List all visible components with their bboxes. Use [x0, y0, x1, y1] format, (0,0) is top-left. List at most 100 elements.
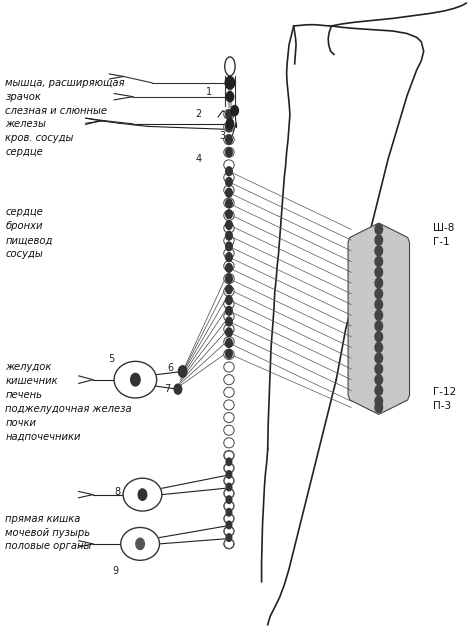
Circle shape	[226, 296, 232, 304]
Ellipse shape	[225, 57, 235, 76]
Circle shape	[226, 508, 232, 516]
Ellipse shape	[224, 223, 234, 233]
Text: кишечник: кишечник	[5, 376, 58, 386]
Text: надпочечники: надпочечники	[5, 432, 81, 441]
Ellipse shape	[224, 147, 234, 158]
Ellipse shape	[224, 235, 234, 246]
Text: сердце: сердце	[5, 147, 43, 157]
Circle shape	[226, 220, 232, 229]
Circle shape	[174, 384, 182, 394]
Ellipse shape	[123, 478, 162, 511]
Ellipse shape	[224, 273, 234, 284]
Circle shape	[231, 106, 238, 116]
Text: мочевой пузырь: мочевой пузырь	[5, 527, 91, 537]
Ellipse shape	[121, 527, 159, 560]
Circle shape	[375, 246, 383, 256]
Ellipse shape	[224, 210, 234, 220]
Text: 7: 7	[164, 384, 170, 394]
Circle shape	[375, 342, 383, 353]
Ellipse shape	[224, 413, 234, 423]
Text: 8: 8	[115, 487, 121, 497]
Text: половые органы: половые органы	[5, 541, 92, 551]
Circle shape	[226, 135, 232, 144]
Circle shape	[375, 375, 383, 385]
Circle shape	[226, 210, 232, 218]
Circle shape	[226, 349, 232, 358]
Text: Г-12: Г-12	[433, 387, 456, 398]
Circle shape	[226, 167, 232, 175]
Circle shape	[226, 306, 232, 315]
Circle shape	[226, 339, 232, 348]
Text: прямая кишка: прямая кишка	[5, 513, 81, 523]
Circle shape	[226, 177, 232, 186]
Circle shape	[375, 289, 383, 299]
Circle shape	[226, 148, 232, 157]
Circle shape	[226, 458, 232, 465]
Text: 5: 5	[109, 354, 115, 365]
Circle shape	[375, 256, 383, 266]
Ellipse shape	[224, 299, 234, 309]
Text: мышца, расширяющая: мышца, расширяющая	[5, 78, 125, 88]
Text: П-3: П-3	[433, 401, 451, 411]
Text: 6: 6	[168, 363, 174, 373]
Circle shape	[375, 299, 383, 310]
Circle shape	[375, 235, 383, 245]
Text: 9: 9	[112, 566, 118, 576]
Circle shape	[226, 496, 232, 503]
Ellipse shape	[224, 513, 234, 523]
Text: 3: 3	[219, 132, 225, 142]
Circle shape	[178, 366, 187, 377]
Circle shape	[226, 274, 232, 283]
Ellipse shape	[224, 387, 234, 398]
Text: поджелудочная железа: поджелудочная железа	[5, 404, 132, 414]
Circle shape	[226, 242, 232, 251]
Text: зрачок: зрачок	[5, 92, 41, 102]
Circle shape	[131, 373, 140, 386]
Ellipse shape	[224, 135, 234, 145]
Text: желудок: желудок	[5, 362, 52, 372]
Circle shape	[226, 92, 234, 102]
Text: почки: почки	[5, 418, 36, 428]
Ellipse shape	[224, 438, 234, 448]
Circle shape	[226, 231, 232, 240]
Polygon shape	[348, 223, 410, 415]
Circle shape	[226, 521, 232, 529]
Ellipse shape	[114, 361, 156, 398]
Ellipse shape	[224, 160, 234, 170]
Circle shape	[375, 353, 383, 363]
Circle shape	[375, 310, 383, 320]
Text: 1: 1	[206, 87, 212, 97]
Circle shape	[375, 332, 383, 342]
Ellipse shape	[224, 539, 234, 548]
Circle shape	[375, 364, 383, 374]
Ellipse shape	[224, 185, 234, 195]
Ellipse shape	[224, 324, 234, 334]
Circle shape	[226, 328, 232, 337]
Circle shape	[226, 285, 232, 294]
Text: сердце: сердце	[5, 207, 43, 217]
Circle shape	[136, 538, 145, 549]
Text: Г-1: Г-1	[433, 237, 450, 247]
Ellipse shape	[224, 337, 234, 347]
Text: печень: печень	[5, 390, 42, 400]
Circle shape	[226, 123, 232, 132]
Ellipse shape	[224, 488, 234, 498]
Circle shape	[375, 267, 383, 277]
Text: пищевод: пищевод	[5, 235, 53, 245]
Circle shape	[138, 489, 147, 500]
Ellipse shape	[224, 400, 234, 410]
Ellipse shape	[224, 463, 234, 472]
Text: железы: железы	[5, 120, 46, 130]
Circle shape	[226, 119, 234, 129]
Ellipse shape	[224, 539, 234, 549]
Ellipse shape	[224, 527, 234, 536]
Circle shape	[375, 321, 383, 331]
Ellipse shape	[224, 286, 234, 296]
Text: 4: 4	[195, 154, 201, 163]
Ellipse shape	[224, 451, 234, 460]
Circle shape	[226, 483, 232, 491]
Circle shape	[225, 77, 235, 89]
Circle shape	[375, 278, 383, 288]
Ellipse shape	[224, 501, 234, 510]
Circle shape	[375, 224, 383, 234]
